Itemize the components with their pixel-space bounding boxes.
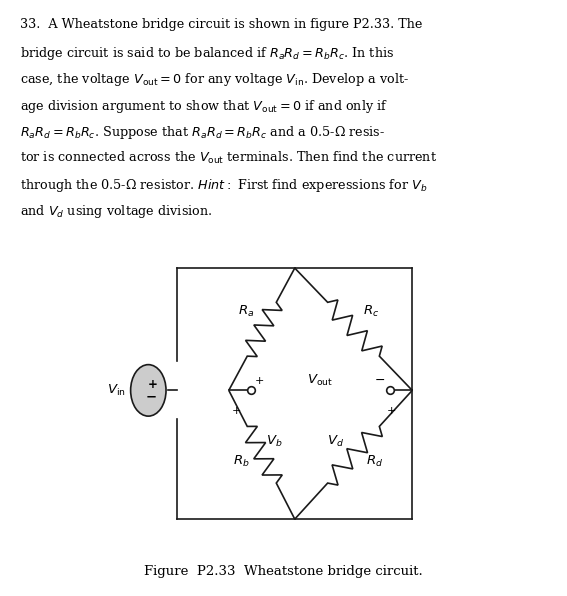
Text: $R_aR_d = R_bR_c$. Suppose that $R_aR_d = R_bR_c$ and a 0.5-Ω resis-: $R_aR_d = R_bR_c$. Suppose that $R_aR_d … — [20, 124, 385, 141]
Text: −: − — [146, 390, 157, 403]
Text: age division argument to show that $V_{\rm out} = 0$ if and only if: age division argument to show that $V_{\… — [20, 98, 388, 114]
Text: $R_a$: $R_a$ — [238, 304, 254, 319]
Text: Figure  P2.33  Wheatstone bridge circuit.: Figure P2.33 Wheatstone bridge circuit. — [144, 565, 423, 578]
Text: $V_b$: $V_b$ — [266, 434, 283, 449]
Text: $R_c$: $R_c$ — [363, 304, 379, 319]
Text: +: + — [232, 406, 242, 416]
Text: $V_{\rm in}$: $V_{\rm in}$ — [107, 383, 126, 398]
Ellipse shape — [130, 365, 166, 416]
Text: tor is connected across the $V_{\rm out}$ terminals. Then find the current: tor is connected across the $V_{\rm out}… — [20, 150, 437, 166]
Text: −: − — [375, 374, 386, 387]
Text: through the 0.5-Ω resistor. $\mathit{Hint:}$ First find experessions for $V_b$: through the 0.5-Ω resistor. $\mathit{Hin… — [20, 176, 428, 194]
Text: +: + — [387, 406, 396, 416]
Text: $V_d$: $V_d$ — [327, 434, 344, 449]
Text: case, the voltage $V_{\rm out} = 0$ for any voltage $V_{\rm in}$. Develop a volt: case, the voltage $V_{\rm out} = 0$ for … — [20, 71, 409, 88]
Text: $V_{\rm out}$: $V_{\rm out}$ — [307, 373, 333, 388]
Text: $R_b$: $R_b$ — [232, 454, 249, 468]
Text: +: + — [255, 375, 264, 386]
Text: 33.  A Wheatstone bridge circuit is shown in figure P2.33. The: 33. A Wheatstone bridge circuit is shown… — [20, 18, 422, 32]
Text: +: + — [147, 378, 157, 391]
Text: $R_d$: $R_d$ — [366, 454, 383, 468]
Text: bridge circuit is said to be balanced if $R_aR_d = R_bR_c$. In this: bridge circuit is said to be balanced if… — [20, 45, 394, 62]
Text: and $V_d$ using voltage division.: and $V_d$ using voltage division. — [20, 203, 212, 220]
